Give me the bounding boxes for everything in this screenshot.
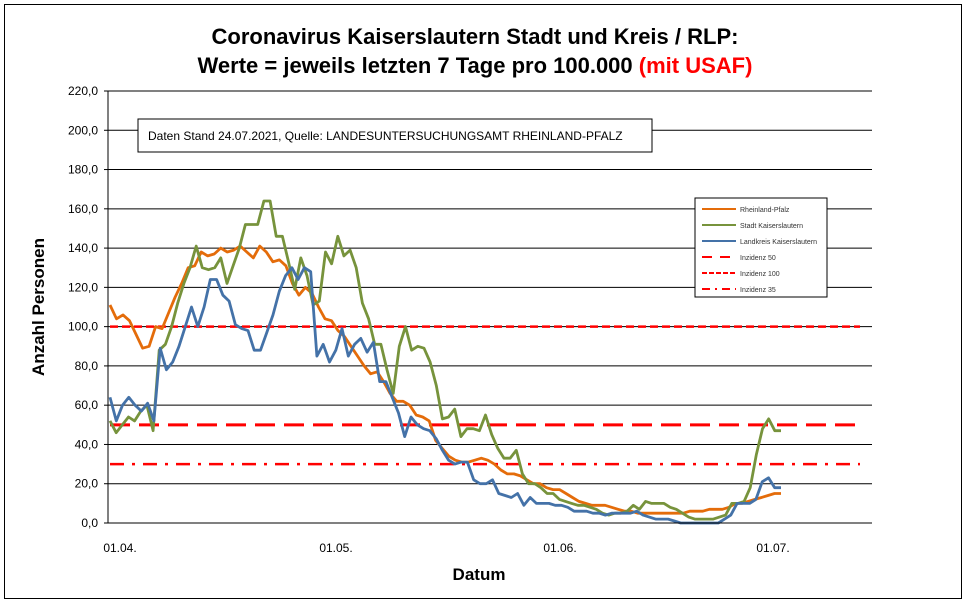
x-axis-title: Datum (453, 565, 506, 584)
y-tick-label: 140,0 (68, 241, 98, 255)
y-tick-label: 0,0 (81, 516, 98, 530)
annotation-text: Daten Stand 24.07.2021, Quelle: LANDESUN… (148, 129, 623, 143)
y-tick-label: 200,0 (68, 123, 98, 137)
y-axis-title: Anzahl Personen (29, 238, 48, 376)
chart-title-main: Werte = jeweils letzten 7 Tage pro 100.0… (198, 53, 633, 78)
x-tick-label: 01.04. (103, 541, 136, 555)
legend-label: Inzidenz 100 (740, 271, 780, 278)
legend-label: Landkreis Kaiserslautern (740, 239, 817, 246)
annotation-box (137, 118, 653, 153)
x-tick-label: 01.05. (319, 541, 352, 555)
y-tick-label: 160,0 (68, 202, 98, 216)
y-tick-label: 60,0 (75, 398, 99, 412)
series-line (108, 266, 781, 525)
legend-label: Rheinland-Pfalz (740, 207, 790, 214)
series-line (108, 199, 781, 521)
x-tick-label: 01.06. (543, 541, 576, 555)
y-tick-label: 40,0 (75, 437, 99, 451)
series-line (108, 244, 781, 515)
legend-label: Inzidenz 50 (740, 255, 776, 262)
y-tick-label: 220,0 (68, 84, 98, 98)
chart-frame (4, 4, 962, 599)
legend-label: Inzidenz 35 (740, 287, 776, 294)
chart-title-highlight: (mit USAF) (639, 53, 753, 78)
chart-title-line1: Coronavirus Kaiserslautern Stadt und Kre… (212, 24, 739, 49)
chart-title-line2: Werte = jeweils letzten 7 Tage pro 100.0… (198, 53, 753, 78)
y-tick-label: 100,0 (68, 320, 98, 334)
y-tick-label: 180,0 (68, 163, 98, 177)
legend-label: Stadt Kaiserslautern (740, 223, 803, 230)
x-tick-label: 01.07. (756, 541, 789, 555)
y-tick-label: 120,0 (68, 280, 98, 294)
y-tick-label: 80,0 (75, 359, 99, 373)
legend: Rheinland-Pfalz Stadt Kaiserslautern Landk… (694, 197, 828, 298)
y-tick-label: 20,0 (75, 477, 99, 491)
